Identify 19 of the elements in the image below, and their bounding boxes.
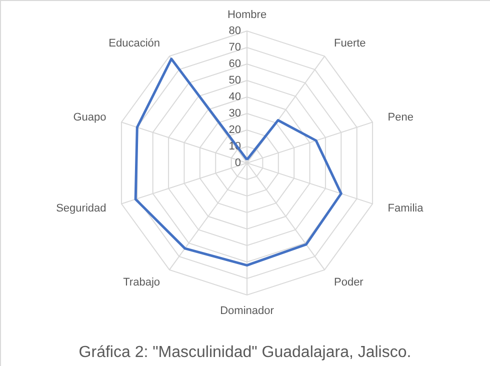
spoke-label: Guapo [73,111,106,124]
spoke-label: Pene [388,111,414,124]
y-tick-label: 0 [234,157,241,169]
y-tick-label: 70 [228,42,241,54]
y-tick-label: 20 [228,124,241,136]
spoke-label: Educación [108,37,160,50]
y-tick-label: 30 [228,108,241,120]
spoke-label: Hombre [227,9,267,21]
spoke-label: Seguridad [56,202,106,215]
spoke-label: Trabajo [123,276,160,289]
spoke-label: Poder [334,276,364,289]
y-tick-label: 60 [228,58,241,70]
y-tick-label: 50 [228,74,241,86]
spoke-label: Dominador [220,305,274,317]
y-tick-label: 40 [228,91,241,103]
text: Gráfica 2: "Masculinidad" Guadalajara, Jalisco. [78,344,412,361]
spoke-label: Fuerte [334,37,366,50]
y-tick-label: 80 [228,25,241,37]
spoke-label: Familia [388,202,424,215]
